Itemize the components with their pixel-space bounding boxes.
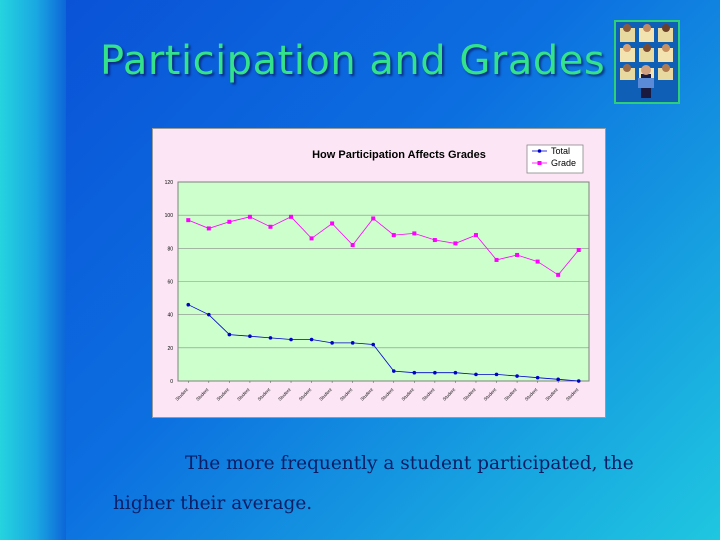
y-tick-label: 120 <box>165 180 174 186</box>
data-point-grade <box>535 259 540 264</box>
chart-title: How Participation Affects Grades <box>312 149 486 161</box>
data-point-total <box>227 332 232 337</box>
data-point-grade <box>494 257 499 262</box>
data-point-grade <box>412 231 417 236</box>
data-point-total <box>412 370 417 375</box>
data-point-total <box>474 372 478 377</box>
data-point-total <box>453 370 458 375</box>
slide-caption: The more frequently a student participat… <box>113 453 634 514</box>
left-accent-band <box>0 0 66 540</box>
data-point-grade <box>350 243 355 248</box>
x-tick-label: Student <box>236 387 251 402</box>
x-tick-label: Student <box>524 387 539 402</box>
data-point-grade <box>186 218 191 223</box>
legend-label-total: Total <box>551 146 570 156</box>
x-tick-label: Student <box>298 387 313 402</box>
chart-legend: Total Grade <box>526 144 584 174</box>
y-tick-label: 100 <box>165 213 174 219</box>
data-point-total <box>350 341 355 345</box>
x-tick-label: Student <box>257 387 272 402</box>
data-point-grade <box>515 252 520 257</box>
y-tick-label: 60 <box>167 280 173 286</box>
y-tick-label: 80 <box>167 246 173 252</box>
data-point-grade <box>289 214 294 219</box>
classroom-students-icon <box>614 20 680 104</box>
x-tick-label: Student <box>442 387 457 402</box>
slide-title: Participation and Grades <box>100 38 606 84</box>
x-tick-label: Student <box>216 387 231 402</box>
participation-grades-line-chart: How Participation Affects Grades 0 20 40 60… <box>165 144 590 402</box>
data-point-grade <box>227 219 232 224</box>
y-tick-label: 20 <box>167 346 173 352</box>
series-line-grade <box>188 216 580 276</box>
legend-marker <box>537 161 542 165</box>
x-tick-label: Student <box>277 387 292 402</box>
chart-container: How Participation Affects Grades 0 20 40 60… <box>152 128 606 418</box>
data-point-total <box>371 342 376 347</box>
data-point-total <box>268 336 273 340</box>
data-point-grade <box>473 233 478 238</box>
data-point-grade <box>309 236 314 241</box>
x-tick-label: Student <box>318 387 333 402</box>
data-point-grade <box>371 216 376 221</box>
data-point-grade <box>268 224 273 229</box>
x-tick-label: Student <box>483 387 498 402</box>
x-tick-label: Student <box>359 387 374 402</box>
legend-label-grade: Grade <box>551 158 576 168</box>
data-point-grade <box>576 247 581 252</box>
y-tick-label: 0 <box>170 379 173 385</box>
x-tick-label: Student <box>195 387 210 402</box>
x-tick-label: Student <box>174 387 189 402</box>
data-point-total <box>186 302 191 307</box>
data-point-total <box>515 374 519 378</box>
x-tick-label: Student <box>565 387 580 402</box>
data-point-grade <box>453 241 458 246</box>
data-point-total <box>535 375 540 380</box>
x-tick-label: Student <box>401 387 416 402</box>
x-tick-label: Student <box>544 387 559 402</box>
x-tick-label: Student <box>421 387 436 402</box>
data-point-total <box>494 372 499 377</box>
data-point-grade <box>432 238 437 243</box>
data-point-grade <box>391 233 396 238</box>
x-tick-label: Student <box>339 387 354 402</box>
data-point-grade <box>330 221 335 226</box>
data-point-total <box>330 341 334 345</box>
data-point-grade <box>247 214 252 219</box>
data-point-total <box>576 379 581 383</box>
legend-box <box>526 144 584 174</box>
data-point-grade <box>556 272 561 277</box>
data-point-total <box>309 337 314 342</box>
y-tick-label: 40 <box>167 313 173 319</box>
data-point-total <box>433 370 437 375</box>
data-point-total <box>207 312 211 317</box>
data-point-total <box>248 334 252 339</box>
data-point-total <box>391 369 396 373</box>
data-point-total <box>556 377 560 382</box>
x-tick-label: Student <box>503 387 518 402</box>
legend-marker <box>537 149 542 153</box>
x-tick-label: Student <box>462 387 477 402</box>
data-point-grade <box>206 226 211 231</box>
series-line-total <box>188 304 579 382</box>
data-point-total <box>289 337 293 342</box>
x-tick-label: Student <box>380 387 395 402</box>
